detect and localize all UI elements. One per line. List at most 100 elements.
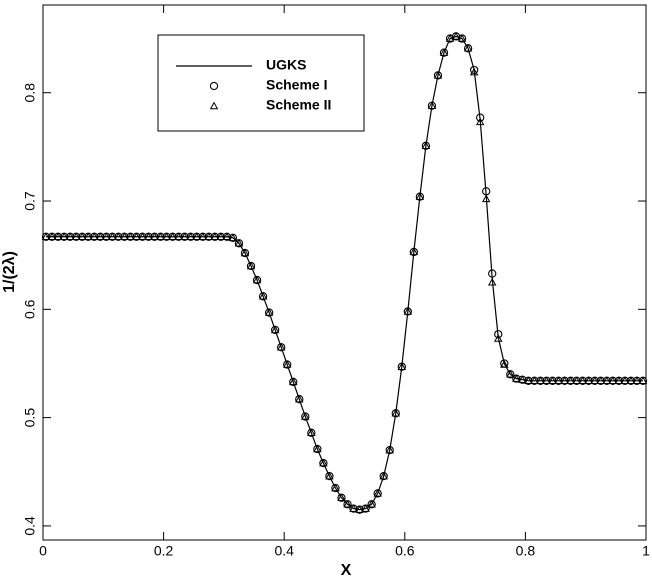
triangle-marker [59, 232, 69, 240]
triangle-marker [632, 376, 642, 385]
triangle-marker [204, 232, 214, 240]
triangle-marker [264, 308, 274, 316]
triangle-marker [337, 493, 346, 501]
triangle-marker [252, 275, 262, 284]
triangle-marker [71, 232, 81, 240]
triangle-marker [47, 232, 57, 240]
x-tick-label: 0 [39, 543, 47, 559]
triangle-marker [373, 489, 382, 497]
triangle-marker [77, 232, 87, 240]
circle-marker [488, 269, 497, 278]
triangle-marker [210, 232, 220, 240]
triangle-marker [41, 232, 51, 240]
plot-frame [42, 4, 647, 541]
legend-circle [209, 81, 219, 91]
triangle-marker [270, 325, 280, 334]
triangle-marker [602, 376, 612, 385]
y-axis-label: 1/(2λ) [1, 251, 18, 293]
circle-marker [476, 113, 485, 122]
triangle-marker [487, 277, 497, 286]
triangle-marker [53, 232, 63, 240]
triangle-marker [554, 376, 563, 385]
triangle-marker [282, 360, 292, 368]
x-tick-label: 0.2 [154, 543, 174, 559]
y-tick-label: 0.6 [22, 299, 38, 319]
triangle-marker [451, 31, 461, 40]
triangle-marker [120, 232, 129, 240]
triangle-marker [572, 376, 581, 385]
triangle-marker [367, 499, 376, 508]
triangle-marker [494, 334, 503, 342]
triangle-marker [457, 34, 467, 42]
triangle-marker [638, 376, 648, 385]
triangle-marker [379, 471, 388, 480]
x-tick-label: 0.4 [274, 543, 294, 559]
x-tick-label: 0.8 [516, 543, 536, 559]
triangle-marker [536, 376, 545, 385]
triangle-marker [590, 376, 599, 385]
triangle-marker [83, 232, 93, 240]
y-tick-label: 0.4 [22, 516, 38, 536]
triangle-marker [156, 232, 165, 240]
triangle-marker [403, 307, 413, 315]
triangle-marker [421, 141, 431, 150]
triangle-marker [481, 194, 491, 203]
triangle-marker [216, 232, 226, 240]
triangle-marker [144, 232, 153, 240]
triangle-marker [331, 483, 340, 492]
triangle-marker [608, 376, 618, 385]
triangle-marker [427, 101, 437, 109]
triangle-marker [506, 369, 515, 378]
legend-label: Scheme II [266, 97, 331, 113]
triangle-marker [90, 232, 99, 240]
triangle-marker [276, 342, 286, 351]
triangle-marker [385, 445, 394, 454]
triangle-marker [560, 376, 569, 385]
triangle-marker [186, 232, 195, 240]
triangle-marker [102, 232, 111, 240]
circle-marker [469, 65, 479, 75]
triangle-marker [566, 376, 575, 385]
triangle-marker [234, 238, 244, 247]
triangle-marker [361, 504, 370, 512]
triangle-marker [620, 376, 630, 385]
legend-label: Scheme I [266, 77, 327, 93]
legend-label: UGKS [266, 57, 306, 73]
triangle-marker [162, 232, 171, 240]
x-tick-label: 0.6 [395, 543, 415, 559]
triangle-marker [596, 376, 606, 385]
circle-marker [494, 330, 503, 339]
triangle-marker [301, 412, 310, 420]
triangle-marker [174, 232, 183, 240]
triangle-marker [433, 70, 443, 79]
triangle-marker [325, 471, 334, 480]
y-tick-label: 0.7 [22, 191, 38, 211]
triangle-marker [192, 232, 202, 240]
triangle-marker [138, 232, 147, 240]
triangle-marker [500, 360, 509, 368]
triangle-marker [246, 261, 256, 270]
triangle-marker [222, 232, 232, 240]
triangle-marker [391, 408, 401, 417]
triangle-marker [355, 505, 364, 513]
triangle-marker [288, 377, 298, 386]
triangle-marker [168, 232, 177, 240]
triangle-marker [349, 504, 358, 512]
triangle-marker [319, 458, 328, 467]
triangle-marker [614, 376, 624, 385]
triangle-marker [96, 232, 105, 240]
triangle-marker [439, 48, 449, 56]
triangle-marker [108, 232, 117, 240]
triangle-marker [198, 232, 208, 240]
triangle-marker [228, 233, 238, 242]
triangle-marker [180, 232, 189, 240]
y-tick-label: 0.5 [22, 408, 38, 428]
triangle-marker [463, 43, 473, 52]
triangle-marker [397, 362, 407, 370]
y-tick-label: 0.8 [22, 83, 38, 103]
triangle-marker [65, 232, 75, 240]
triangle-marker [258, 291, 268, 300]
triangle-marker [445, 34, 455, 42]
triangle-marker [150, 232, 159, 240]
triangle-marker [518, 375, 527, 383]
